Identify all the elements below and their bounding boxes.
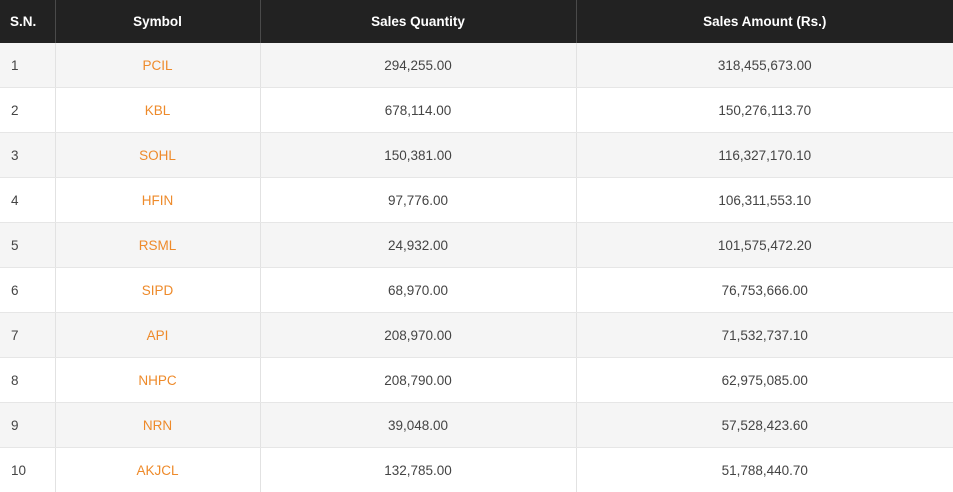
row-sn: 4 [0,178,55,223]
row-symbol-cell: AKJCL [55,448,260,492]
row-quantity: 208,790.00 [260,358,576,403]
symbol-link[interactable]: HFIN [142,193,174,208]
row-amount: 150,276,113.70 [576,88,953,133]
row-amount: 76,753,666.00 [576,268,953,313]
row-amount: 106,311,553.10 [576,178,953,223]
symbol-link[interactable]: NHPC [138,373,176,388]
row-quantity: 68,970.00 [260,268,576,313]
table-row: 10 AKJCL 132,785.00 51,788,440.70 [0,448,953,492]
symbol-link[interactable]: PCIL [142,58,172,73]
row-amount: 71,532,737.10 [576,313,953,358]
table-row: 4 HFIN 97,776.00 106,311,553.10 [0,178,953,223]
table-row: 8 NHPC 208,790.00 62,975,085.00 [0,358,953,403]
symbol-link[interactable]: SOHL [139,148,176,163]
row-symbol-cell: SIPD [55,268,260,313]
table-row: 5 RSML 24,932.00 101,575,472.20 [0,223,953,268]
row-amount: 51,788,440.70 [576,448,953,492]
header-sales-quantity[interactable]: Sales Quantity [260,0,576,43]
table-body: 1 PCIL 294,255.00 318,455,673.00 2 KBL 6… [0,43,953,492]
row-symbol-cell: SOHL [55,133,260,178]
row-quantity: 39,048.00 [260,403,576,448]
row-symbol-cell: KBL [55,88,260,133]
row-quantity: 24,932.00 [260,223,576,268]
row-symbol-cell: NHPC [55,358,260,403]
header-symbol[interactable]: Symbol [55,0,260,43]
symbol-link[interactable]: NRN [143,418,172,433]
table-row: 3 SOHL 150,381.00 116,327,170.10 [0,133,953,178]
row-symbol-cell: PCIL [55,43,260,88]
row-amount: 318,455,673.00 [576,43,953,88]
row-sn: 6 [0,268,55,313]
table-header: S.N. Symbol Sales Quantity Sales Amount … [0,0,953,43]
table-row: 6 SIPD 68,970.00 76,753,666.00 [0,268,953,313]
row-sn: 3 [0,133,55,178]
row-amount: 57,528,423.60 [576,403,953,448]
table-row: 1 PCIL 294,255.00 318,455,673.00 [0,43,953,88]
row-quantity: 97,776.00 [260,178,576,223]
row-amount: 116,327,170.10 [576,133,953,178]
row-sn: 5 [0,223,55,268]
header-row: S.N. Symbol Sales Quantity Sales Amount … [0,0,953,43]
row-amount: 62,975,085.00 [576,358,953,403]
symbol-link[interactable]: KBL [145,103,171,118]
header-sales-amount[interactable]: Sales Amount (Rs.) [576,0,953,43]
table-row: 9 NRN 39,048.00 57,528,423.60 [0,403,953,448]
row-sn: 1 [0,43,55,88]
row-symbol-cell: NRN [55,403,260,448]
row-sn: 7 [0,313,55,358]
row-quantity: 294,255.00 [260,43,576,88]
header-sn[interactable]: S.N. [0,0,55,43]
symbol-link[interactable]: AKJCL [136,463,178,478]
row-quantity: 678,114.00 [260,88,576,133]
row-quantity: 132,785.00 [260,448,576,492]
row-symbol-cell: RSML [55,223,260,268]
symbol-link[interactable]: RSML [139,238,177,253]
table-row: 7 API 208,970.00 71,532,737.10 [0,313,953,358]
row-sn: 9 [0,403,55,448]
row-symbol-cell: API [55,313,260,358]
row-sn: 10 [0,448,55,492]
row-quantity: 208,970.00 [260,313,576,358]
row-amount: 101,575,472.20 [576,223,953,268]
table-row: 2 KBL 678,114.00 150,276,113.70 [0,88,953,133]
row-sn: 2 [0,88,55,133]
row-quantity: 150,381.00 [260,133,576,178]
row-symbol-cell: HFIN [55,178,260,223]
symbol-link[interactable]: SIPD [142,283,174,298]
symbol-link[interactable]: API [147,328,169,343]
row-sn: 8 [0,358,55,403]
